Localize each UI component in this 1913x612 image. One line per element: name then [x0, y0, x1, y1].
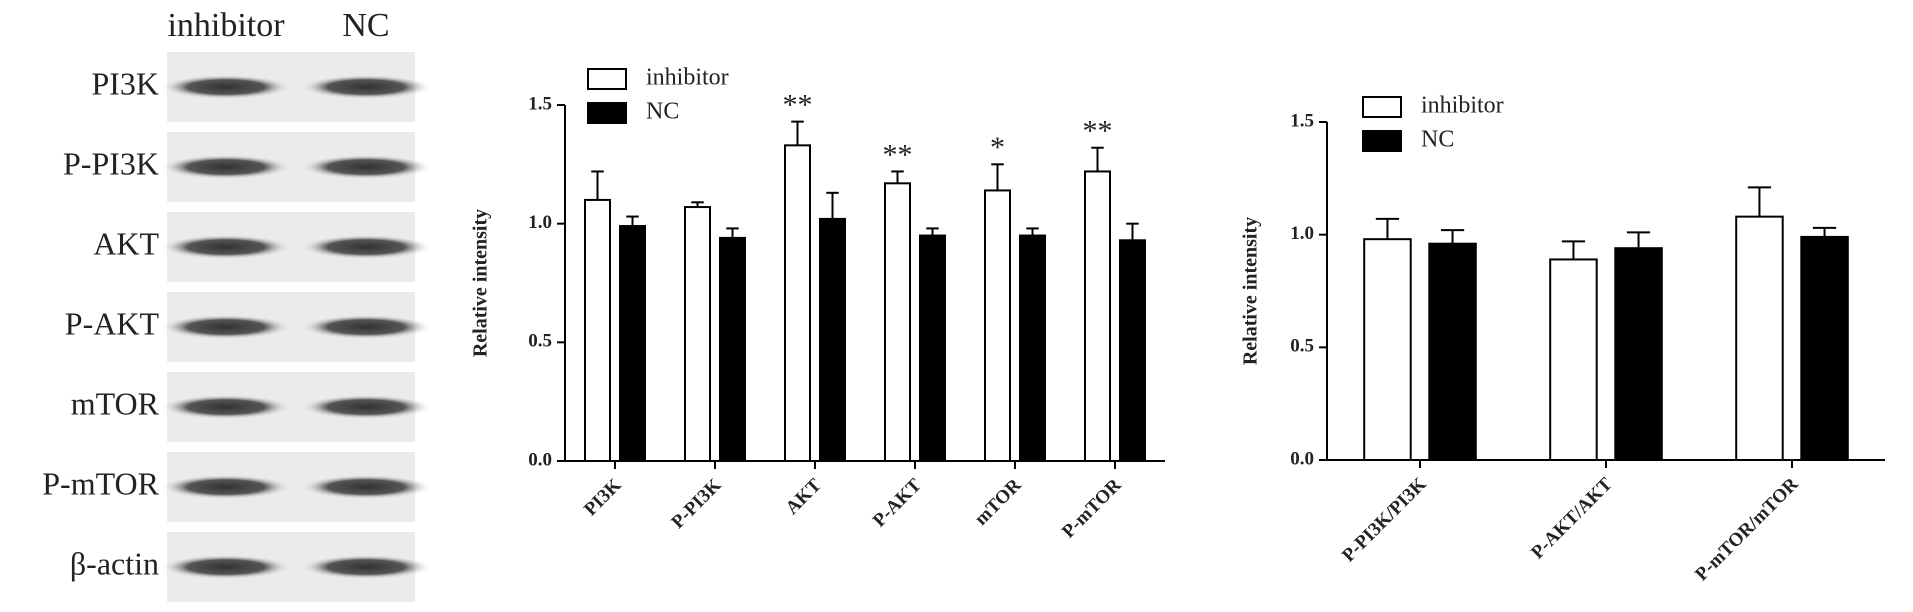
band [302, 395, 430, 419]
y-tick-label: 0.5 [1290, 336, 1314, 357]
bar [1735, 215, 1784, 461]
significance: ** [783, 89, 813, 122]
significance: ** [1083, 115, 1113, 148]
x-tick-label: P-AKT/AKT [1527, 474, 1617, 564]
y-axis-label: Relative intensity [470, 209, 492, 357]
bar [684, 206, 711, 462]
protein-label: mTOR [71, 385, 160, 421]
x-tick-label: P-PI3K [667, 475, 725, 533]
y-tick-label: 0.0 [528, 449, 552, 470]
y-tick-label: 1.0 [528, 212, 552, 233]
x-tick-label: AKT [782, 475, 826, 519]
bar [1084, 170, 1111, 462]
legend-swatch [587, 102, 627, 124]
legend-swatch [1362, 96, 1402, 118]
legend-swatch [587, 68, 627, 90]
protein-label: AKT [93, 225, 159, 261]
bar [584, 198, 611, 463]
band [162, 235, 290, 259]
bar [819, 217, 846, 462]
band [302, 555, 430, 579]
x-tick-label: P-PI3K/PI3K [1338, 474, 1431, 567]
band [162, 395, 290, 419]
significance: ** [883, 138, 913, 171]
bar [1800, 235, 1849, 461]
protein-label: β-actin [70, 545, 159, 581]
band [162, 475, 290, 499]
bar [919, 234, 946, 462]
band [162, 75, 290, 99]
band [162, 315, 290, 339]
bar [719, 236, 746, 462]
band [162, 555, 290, 579]
legend-swatch [1362, 130, 1402, 152]
protein-label: PI3K [91, 65, 159, 101]
lane-label: inhibitor [167, 7, 285, 44]
legend-label: NC [1421, 127, 1454, 153]
band [302, 475, 430, 499]
band [302, 155, 430, 179]
bar [1614, 247, 1663, 461]
y-tick-label: 1.5 [528, 93, 552, 114]
bar [1428, 242, 1477, 461]
bar [1019, 234, 1046, 462]
significance: * [990, 131, 1005, 164]
bar [884, 182, 911, 462]
x-tick-label: P-mTOR/mTOR [1691, 474, 1803, 586]
bar [1119, 239, 1146, 462]
legend-label: inhibitor [1421, 93, 1504, 119]
y-axis-label: Relative intensity [1240, 217, 1262, 365]
bar [984, 189, 1011, 462]
band [302, 75, 430, 99]
lane-label: NC [342, 7, 389, 44]
y-tick-label: 0.5 [528, 331, 552, 352]
legend-label: inhibitor [646, 65, 729, 91]
y-tick-label: 1.5 [1290, 110, 1314, 131]
band [162, 155, 290, 179]
band [302, 315, 430, 339]
band [302, 235, 430, 259]
protein-label: P-AKT [65, 305, 160, 341]
x-tick-label: P-AKT [869, 475, 926, 532]
y-tick-label: 0.0 [1290, 448, 1314, 469]
legend-label: NC [646, 99, 679, 125]
x-tick-label: mTOR [971, 475, 1026, 530]
x-tick-label: P-mTOR [1058, 475, 1126, 543]
y-tick-label: 1.0 [1290, 223, 1314, 244]
bar [619, 225, 646, 462]
protein-label: P-mTOR [42, 465, 159, 501]
x-tick-label: PI3K [580, 475, 626, 521]
bar [784, 144, 811, 462]
bar [1363, 238, 1412, 461]
protein-label: P-PI3K [63, 145, 159, 181]
bar [1549, 258, 1598, 461]
